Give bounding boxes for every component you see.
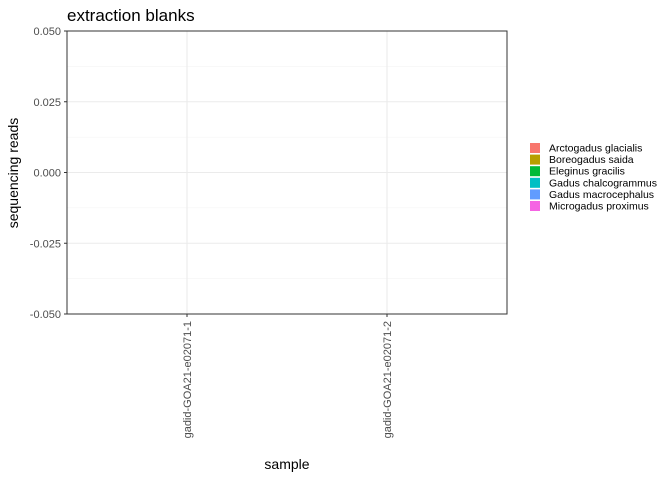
legend-key [530, 201, 540, 211]
y-tick-label: 0.000 [33, 168, 61, 180]
y-tick-label: -0.025 [30, 238, 61, 250]
legend-key [530, 177, 540, 188]
x-tick-label: gadid-GOA21-e02071-1 [182, 321, 194, 438]
y-axis-title: sequencing reads [5, 118, 21, 229]
x-axis: gadid-GOA21-e02071-1 gadid-GOA21-e02071-2 [182, 314, 394, 438]
legend-key [530, 154, 540, 165]
legend-label: Boreogadus saida [549, 154, 634, 166]
chart-title: extraction blanks [67, 6, 195, 25]
y-axis: 0.050 0.025 0.000 -0.025 -0.050 [30, 26, 67, 321]
legend-key [530, 166, 540, 177]
y-tick-label: 0.050 [33, 26, 61, 38]
y-tick-label: 0.025 [33, 97, 61, 109]
legend-label: Arctogadus glacialis [549, 143, 642, 155]
x-axis-title: sample [264, 456, 309, 472]
x-tick-label: gadid-GOA21-e02071-2 [382, 321, 394, 438]
grid [67, 30, 507, 315]
legend-label: Gadus chalcogrammus [549, 177, 657, 189]
y-tick-label: -0.050 [30, 309, 61, 321]
legend-label: Eleginus gracilis [549, 166, 625, 178]
legend-key [530, 189, 540, 200]
legend-key [530, 143, 540, 153]
legend-label: Gadus macrocephalus [549, 189, 654, 201]
legend-label: Microgadus proximus [549, 201, 649, 213]
